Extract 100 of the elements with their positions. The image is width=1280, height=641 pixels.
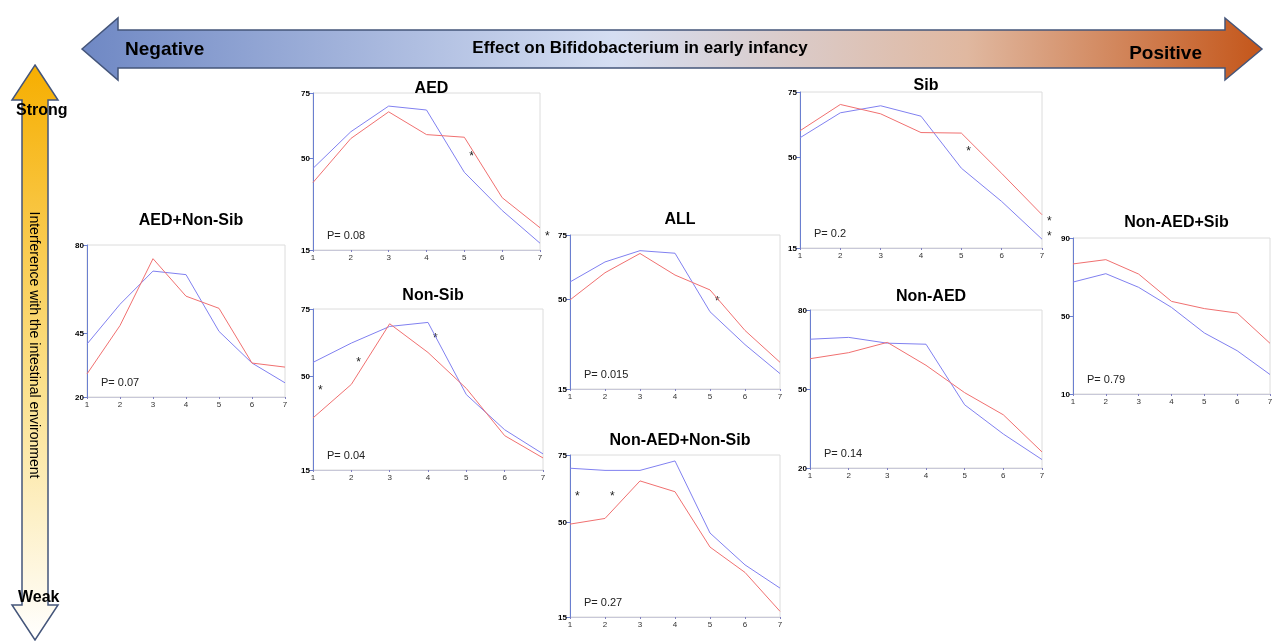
- annotation: P= 0.79: [1087, 372, 1126, 385]
- x-tick-label: 5: [707, 391, 713, 401]
- y-tick-label: 20: [798, 463, 808, 473]
- x-tick-label: 7: [1039, 470, 1045, 480]
- x-tick-label: 1: [84, 399, 90, 409]
- x-tick-label: 4: [425, 472, 431, 482]
- y-tick-label: 90: [1061, 233, 1071, 243]
- y-tick-label: 10: [1061, 389, 1071, 399]
- line-series: [1072, 273, 1271, 375]
- y-tick-label: 50: [301, 153, 311, 163]
- x-tick-label: 2: [117, 399, 123, 409]
- x-tick-label: 4: [923, 470, 929, 480]
- x-tick-label: 1: [310, 252, 316, 262]
- text: *: [545, 228, 550, 243]
- x-tick-label: 5: [1202, 396, 1208, 406]
- text: Positive: [1129, 42, 1202, 64]
- x-tick-label: 2: [1103, 396, 1109, 406]
- x-tick-label: 1: [797, 250, 803, 260]
- y-tick-label: 15: [301, 245, 311, 255]
- x-tick-label: 5: [959, 250, 965, 260]
- x-tick-label: 7: [537, 252, 543, 262]
- x-tick-label: 3: [885, 470, 891, 480]
- x-tick-label: 3: [637, 391, 643, 401]
- y-tick-label: 75: [558, 450, 568, 460]
- x-tick-label: 1: [807, 470, 813, 480]
- line-series: [86, 270, 286, 384]
- annotation: P= 0.07: [101, 375, 140, 388]
- x-tick-label: 1: [567, 391, 573, 401]
- x-tick-label: 7: [282, 399, 288, 409]
- chart-title: AED+Non-Sib: [138, 210, 244, 228]
- x-tick-label: 7: [777, 391, 783, 401]
- x-tick-label: 3: [1136, 396, 1142, 406]
- x-tick-label: 4: [918, 250, 924, 260]
- text: *: [1047, 214, 1052, 229]
- y-tick-label: 80: [798, 305, 808, 315]
- x-tick-label: 3: [637, 619, 643, 629]
- y-tick-label: 75: [301, 304, 311, 314]
- line-series: [86, 258, 286, 375]
- y-tick-label: 15: [558, 612, 568, 622]
- chart-title: ALL: [664, 209, 696, 227]
- chart-title: Sib: [913, 75, 939, 93]
- y-tick-label: 15: [558, 384, 568, 394]
- y-tick-label: 50: [558, 294, 568, 304]
- x-tick-label: 5: [464, 472, 470, 482]
- x-tick-label: 5: [216, 399, 222, 409]
- x-tick-label: 4: [672, 391, 678, 401]
- annotation: *: [610, 488, 615, 503]
- x-tick-label: 6: [502, 472, 508, 482]
- text: Effect on Bifidobacterium in early infancy: [472, 38, 808, 58]
- chart-title: Non-AED+Non-Sib: [609, 430, 751, 448]
- line-series: [312, 111, 541, 229]
- x-tick-label: 7: [1039, 250, 1045, 260]
- x-tick-label: 4: [672, 619, 678, 629]
- x-tick-label: 2: [348, 252, 354, 262]
- x-tick-label: 6: [1234, 396, 1240, 406]
- y-tick-label: 50: [788, 152, 798, 162]
- y-tick-label: 75: [558, 230, 568, 240]
- line-series: [799, 103, 1043, 216]
- chart-title: AED: [414, 78, 449, 96]
- x-tick-label: 7: [540, 472, 546, 482]
- line-series: [1072, 259, 1271, 344]
- y-tick-label: 15: [788, 243, 798, 253]
- x-tick-label: 2: [846, 470, 852, 480]
- x-tick-label: 3: [150, 399, 156, 409]
- y-tick-label: 50: [301, 371, 311, 381]
- annotation: P= 0.14: [824, 446, 863, 459]
- x-tick-label: 5: [962, 470, 968, 480]
- annotation: *: [469, 148, 475, 163]
- y-tick-label: 75: [301, 88, 311, 98]
- annotation: *: [715, 294, 720, 309]
- chart-title: Non-AED: [895, 286, 967, 304]
- x-tick-label: 2: [838, 250, 844, 260]
- text: Negative: [125, 38, 205, 60]
- annotation: P= 0.27: [584, 595, 623, 608]
- x-tick-label: 5: [462, 252, 468, 262]
- text: Interference with the intestinal environment: [27, 211, 43, 479]
- x-tick-label: 4: [1169, 396, 1175, 406]
- x-tick-label: 1: [1070, 396, 1076, 406]
- x-tick-label: 5: [707, 619, 713, 629]
- x-tick-label: 6: [499, 252, 505, 262]
- x-tick-label: 2: [602, 619, 608, 629]
- y-tick-label: 20: [75, 392, 85, 402]
- annotation: *: [318, 382, 323, 397]
- annotation: *: [356, 355, 362, 370]
- x-tick-label: 4: [424, 252, 430, 262]
- annotation: P= 0.2: [814, 226, 847, 239]
- y-tick-label: 50: [558, 518, 568, 527]
- annotation: *: [433, 330, 438, 345]
- x-tick-label: 3: [878, 250, 884, 260]
- chart-title: Non-Sib: [402, 285, 464, 303]
- x-tick-label: 6: [742, 619, 748, 629]
- line-series: [569, 480, 781, 612]
- annotation: P= 0.04: [327, 448, 366, 461]
- x-tick-label: 6: [999, 250, 1005, 260]
- line-series: [312, 105, 541, 244]
- line-series: [569, 460, 781, 589]
- y-tick-label: 50: [1061, 311, 1071, 321]
- x-tick-label: 4: [183, 399, 189, 409]
- x-tick-label: 6: [1001, 470, 1007, 480]
- x-tick-label: 1: [567, 619, 573, 629]
